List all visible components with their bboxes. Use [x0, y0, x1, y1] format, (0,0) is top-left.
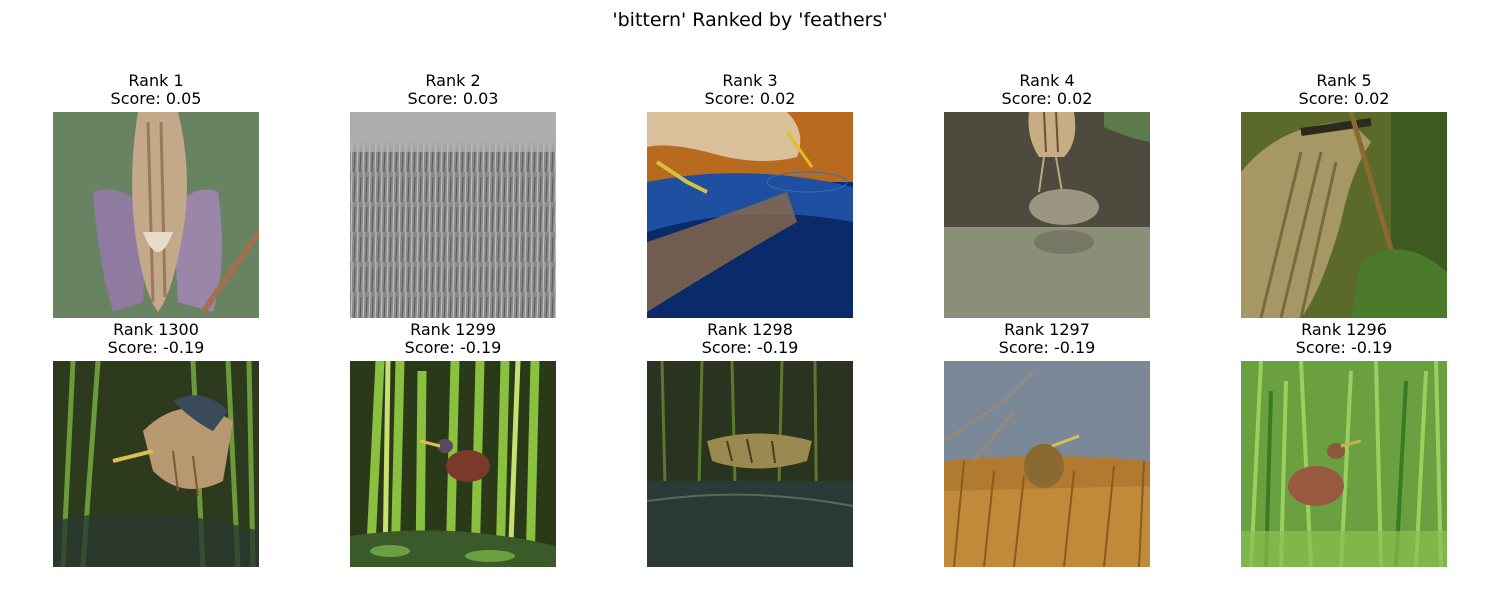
- score-label: Score: 0.02: [1001, 89, 1093, 108]
- score-label: Score: 0.02: [704, 89, 796, 108]
- rank-label: Rank 5: [1316, 71, 1372, 90]
- score-label: Score: -0.19: [1295, 338, 1393, 357]
- rank-label: Rank 3: [722, 71, 778, 90]
- score-label: Score: -0.19: [701, 338, 799, 357]
- bittern-closeup-photo-thumbnail: [1241, 112, 1447, 318]
- heron-reflection-photo-thumbnail: [647, 112, 853, 318]
- rank-label: Rank 1296: [1301, 320, 1387, 339]
- bittern-on-rock-photo-thumbnail: [944, 112, 1150, 318]
- rank-label: Rank 1298: [707, 320, 793, 339]
- grass-photo-thumbnail: [350, 112, 556, 318]
- score-label: Score: 0.05: [110, 89, 202, 108]
- bittern-in-dry-grass-photo-thumbnail: [944, 361, 1150, 567]
- score-label: Score: 0.03: [407, 89, 499, 108]
- rank-label: Rank 2: [425, 71, 481, 90]
- figure-title: 'bittern' Ranked by 'feathers': [612, 9, 888, 31]
- bittern-photo-thumbnail: [53, 112, 259, 318]
- rank-label: Rank 1: [128, 71, 184, 90]
- bittern-in-reeds-photo-thumbnail: [53, 361, 259, 567]
- bittern-in-marsh-photo-thumbnail: [647, 361, 853, 567]
- score-label: Score: -0.19: [107, 338, 205, 357]
- score-label: Score: -0.19: [404, 338, 502, 357]
- score-label: Score: -0.19: [998, 338, 1096, 357]
- rank-label: Rank 1299: [410, 320, 496, 339]
- score-label: Score: 0.02: [1298, 89, 1390, 108]
- bittern-in-green-grass-photo-thumbnail: [1241, 361, 1447, 567]
- least-bittern-reeds-photo-thumbnail: [350, 361, 556, 567]
- rank-label: Rank 1300: [113, 320, 199, 339]
- rank-label: Rank 1297: [1004, 320, 1090, 339]
- rank-label: Rank 4: [1019, 71, 1075, 90]
